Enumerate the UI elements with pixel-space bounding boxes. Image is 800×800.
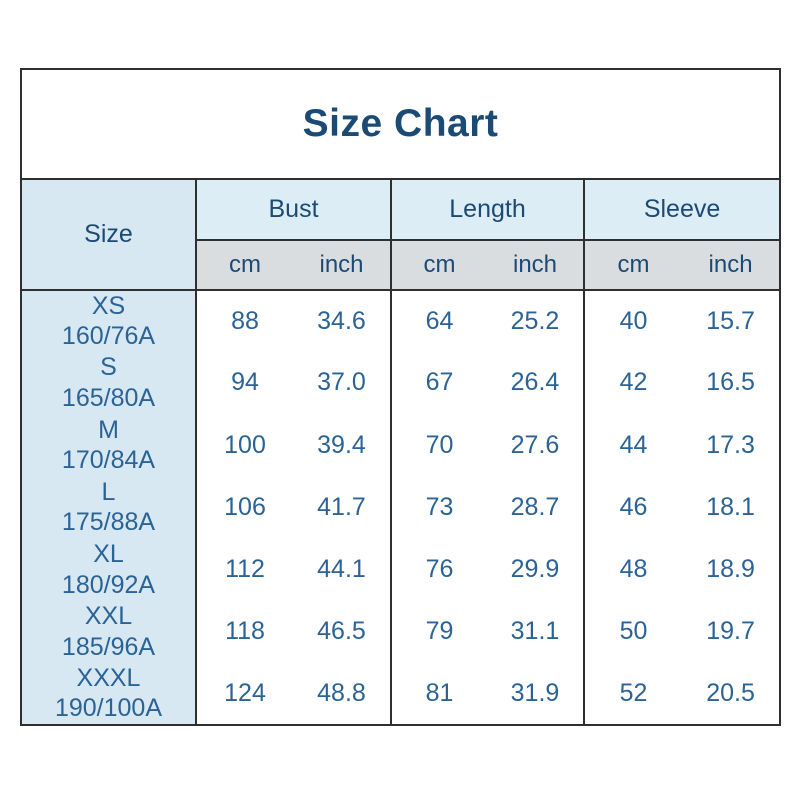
length-inch-value: 31.1: [487, 600, 584, 663]
column-header-size: Size: [21, 179, 197, 291]
size-cell: XS 160/76A: [21, 289, 197, 352]
unit-header-row: cm inch cm inch cm inch: [21, 239, 781, 291]
size-chart-table: Size Chart Size Bust Length Sleeve cm in…: [20, 68, 782, 726]
bust-inch-value: 37.0: [293, 351, 391, 415]
column-header-length: Length: [390, 179, 584, 241]
length-cm-value: 76: [390, 538, 487, 601]
bust-cm-value: 94: [195, 351, 293, 415]
column-header-sleeve: Sleeve: [582, 179, 781, 241]
sleeve-cm-value: 52: [583, 662, 682, 725]
length-cm-value: 79: [390, 600, 487, 663]
length-inch-value: 31.9: [487, 662, 584, 725]
size-label: M: [98, 415, 119, 444]
bust-cm-value: 106: [195, 476, 293, 539]
bust-cm-value: 100: [195, 414, 293, 477]
bust-inch-value: 34.6: [293, 289, 391, 352]
size-cell: XXL 185/96A: [21, 600, 197, 663]
length-inch-value: 29.9: [487, 538, 584, 601]
table-row: L 175/88A 106 41.7 73 28.7 46 18.1: [21, 476, 781, 539]
bust-inch-value: 39.4: [293, 414, 391, 477]
size-cell: M 170/84A: [21, 414, 197, 477]
length-inch-value: 27.6: [487, 414, 584, 477]
sleeve-inch-value: 18.9: [682, 538, 781, 601]
unit-header-sleeve-cm: cm: [583, 239, 682, 291]
length-cm-value: 73: [390, 476, 487, 539]
group-header-row: Size Bust Length Sleeve: [21, 179, 781, 291]
unit-header-length-cm: cm: [390, 239, 487, 291]
table-body: XS 160/76A 88 34.6 64 25.2 40 15.7 S 165…: [21, 289, 781, 725]
unit-header-bust-cm: cm: [195, 239, 293, 291]
title-cell: Size Chart: [21, 69, 781, 181]
bust-cm-value: 88: [195, 289, 293, 352]
sleeve-cm-value: 50: [583, 600, 682, 663]
size-cell: XL 180/92A: [21, 538, 197, 601]
bust-inch-value: 41.7: [293, 476, 391, 539]
size-spec: 185/96A: [61, 632, 156, 661]
length-inch-value: 28.7: [487, 476, 584, 539]
column-header-bust: Bust: [195, 179, 391, 241]
size-spec: 160/76A: [61, 322, 156, 351]
bust-inch-value: 48.8: [293, 662, 391, 725]
size-spec: 175/88A: [61, 508, 156, 537]
sleeve-cm-value: 44: [583, 414, 682, 477]
sleeve-cm-value: 40: [583, 289, 682, 352]
length-inch-value: 26.4: [487, 351, 584, 415]
page-title: Size Chart: [302, 102, 499, 146]
sleeve-inch-value: 16.5: [682, 351, 781, 415]
sleeve-cm-value: 46: [583, 476, 682, 539]
size-cell: XXXL 190/100A: [21, 662, 197, 725]
size-spec: 170/84A: [61, 446, 156, 475]
size-label: XXXL: [76, 663, 141, 692]
table-row: S 165/80A 94 37.0 67 26.4 42 16.5: [21, 351, 781, 415]
table-row: XXXL 190/100A 124 48.8 81 31.9 52 20.5: [21, 662, 781, 725]
bust-cm-value: 118: [195, 600, 293, 663]
unit-header-length-inch: inch: [487, 239, 584, 291]
size-spec: 180/92A: [61, 570, 156, 599]
unit-header-bust-inch: inch: [293, 239, 391, 291]
length-cm-value: 70: [390, 414, 487, 477]
size-label: S: [100, 353, 117, 382]
length-cm-value: 81: [390, 662, 487, 725]
bust-inch-value: 46.5: [293, 600, 391, 663]
sleeve-inch-value: 19.7: [682, 600, 781, 663]
size-cell: L 175/88A: [21, 476, 197, 539]
sleeve-inch-value: 18.1: [682, 476, 781, 539]
size-label: XXL: [84, 602, 133, 631]
table-row: M 170/84A 100 39.4 70 27.6 44 17.3: [21, 414, 781, 477]
size-spec: 190/100A: [54, 694, 163, 723]
table-row: XXL 185/96A 118 46.5 79 31.1 50 19.7: [21, 600, 781, 663]
size-label: XS: [91, 291, 126, 320]
length-cm-value: 67: [390, 351, 487, 415]
length-inch-value: 25.2: [487, 289, 584, 352]
sleeve-inch-value: 20.5: [682, 662, 781, 725]
size-cell: S 165/80A: [21, 351, 197, 415]
sleeve-cm-value: 48: [583, 538, 682, 601]
size-label: XL: [93, 540, 124, 569]
bust-cm-value: 112: [195, 538, 293, 601]
table-row: XL 180/92A 112 44.1 76 29.9 48 18.9: [21, 538, 781, 601]
bust-inch-value: 44.1: [293, 538, 391, 601]
table-row: XS 160/76A 88 34.6 64 25.2 40 15.7: [21, 289, 781, 352]
sleeve-inch-value: 15.7: [682, 289, 781, 352]
title-row: Size Chart: [21, 69, 781, 181]
unit-header-sleeve-inch: inch: [682, 239, 781, 291]
sleeve-inch-value: 17.3: [682, 414, 781, 477]
bust-cm-value: 124: [195, 662, 293, 725]
size-spec: 165/80A: [61, 383, 156, 412]
size-label: L: [101, 477, 116, 506]
length-cm-value: 64: [390, 289, 487, 352]
sleeve-cm-value: 42: [583, 351, 682, 415]
